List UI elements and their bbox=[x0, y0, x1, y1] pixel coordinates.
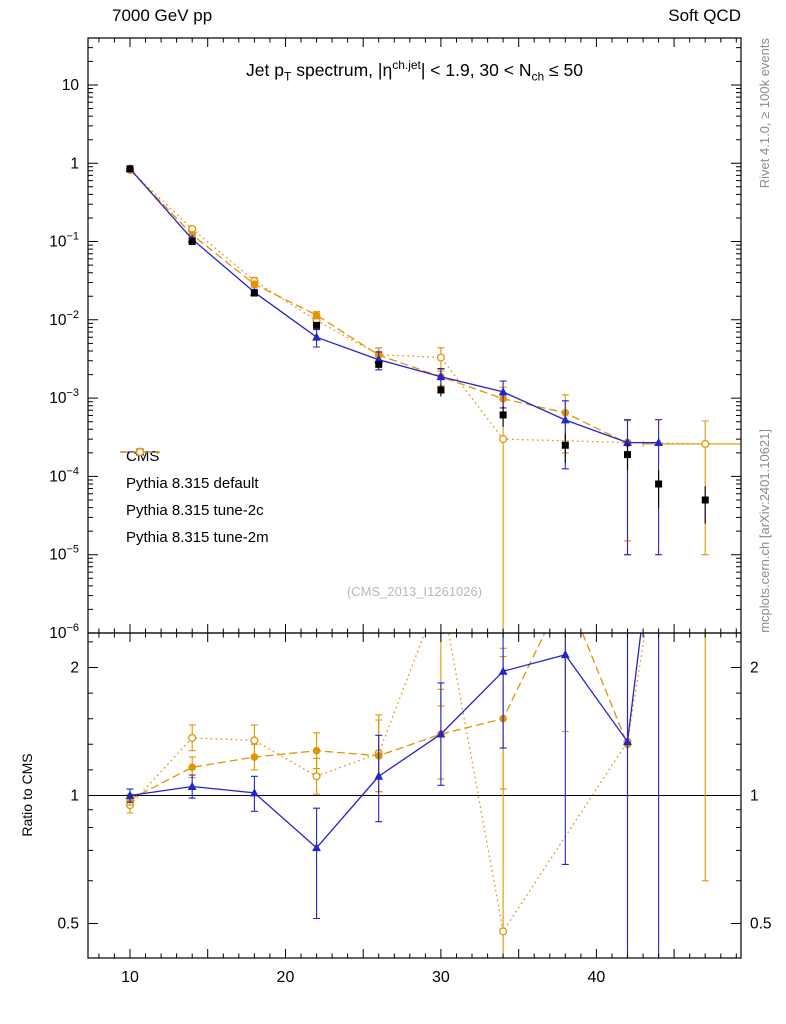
ytick-label: 10−4 bbox=[49, 465, 79, 485]
ytick-label: 10−2 bbox=[49, 309, 79, 329]
plot-title: Jet pT spectrum, |ηch.jet| < 1.9, 30 < N… bbox=[88, 58, 741, 83]
ratio-ytick-label-right: 0.5 bbox=[750, 916, 772, 933]
plot-title-segment: spectrum, |η bbox=[291, 59, 393, 80]
legend-label: Pythia 8.315 tune-2m bbox=[126, 529, 269, 546]
plot-title-segment: Jet p bbox=[246, 59, 284, 80]
ratio-ytick-label: 1 bbox=[70, 788, 79, 805]
beam-energy-label: 7000 GeV pp bbox=[112, 6, 213, 25]
rivet-version-note: Rivet 4.1.0, ≥ 100k events bbox=[757, 38, 772, 189]
ytick-label: 10−1 bbox=[49, 231, 79, 251]
ratio-ytick-label: 0.5 bbox=[57, 916, 79, 933]
plot-title-segment: T bbox=[284, 69, 292, 84]
mcplots-reference-note: mcplots.cern.ch [arXiv:2401.10621] bbox=[757, 429, 772, 633]
xtick-label: 40 bbox=[588, 969, 606, 986]
plot-title-segment: | < 1.9, 30 < N bbox=[420, 59, 532, 80]
ytick-label: 10 bbox=[62, 77, 80, 94]
plot-title-segment: ch.jet bbox=[392, 58, 421, 72]
ytick-label: 10−5 bbox=[49, 544, 79, 564]
process-group-label: Soft QCD bbox=[668, 6, 741, 25]
ratio-ytick-label: 2 bbox=[70, 660, 79, 677]
analysis-id-watermark: (CMS_2013_I1261026) bbox=[346, 584, 483, 599]
xtick-label: 20 bbox=[277, 969, 295, 986]
plot-title-segment: ch bbox=[531, 69, 545, 84]
legend-item: Pythia 8.315 tune-2c bbox=[118, 448, 269, 524]
ytick-label: 1 bbox=[70, 155, 79, 172]
ytick-label: 10−3 bbox=[49, 387, 79, 407]
ratio-axis-title: Ratio to CMS bbox=[19, 753, 35, 837]
legend-label: Pythia 8.315 default bbox=[126, 475, 259, 492]
legend: CMS Pythia 8.315 default Pythia 8.315 tune… bbox=[118, 443, 269, 551]
ratio-ytick-label-right: 2 bbox=[750, 660, 759, 677]
ratio-ytick-label-right: 1 bbox=[750, 788, 759, 805]
legend-item: Pythia 8.315 tune-2m bbox=[118, 447, 269, 551]
plot-title-segment: ≤ 50 bbox=[544, 59, 583, 80]
ytick-label: 10−6 bbox=[49, 622, 79, 642]
xtick-label: 30 bbox=[432, 969, 450, 986]
legend-item: Pythia 8.315 default bbox=[118, 447, 269, 497]
xtick-label: 10 bbox=[121, 969, 139, 986]
legend-circle-open-icon bbox=[120, 447, 160, 457]
legend-label: Pythia 8.315 tune-2c bbox=[126, 502, 264, 519]
